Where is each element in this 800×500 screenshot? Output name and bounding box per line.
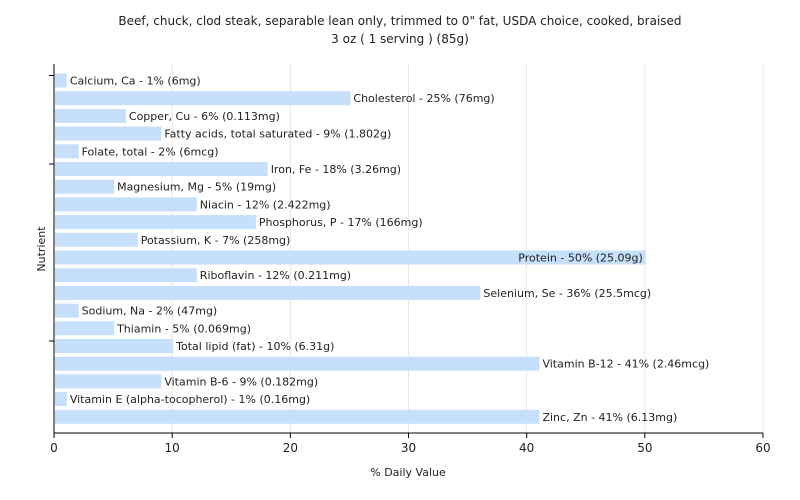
x-tick-label: 30 [401, 441, 416, 455]
x-tick-label: 50 [637, 441, 652, 455]
bar [55, 356, 540, 371]
bar-label: Fatty acids, total saturated - 9% (1.802… [164, 128, 391, 141]
bar [55, 250, 646, 265]
bar-label: Selenium, Se - 36% (25.5mcg) [483, 287, 651, 300]
bar [55, 108, 126, 123]
x-tick-labels: 0 10 20 30 40 50 60 [50, 441, 770, 455]
bar [55, 374, 162, 389]
bar [55, 321, 115, 336]
bar-label: Iron, Fe - 18% (3.26mg) [271, 163, 401, 176]
bar [55, 197, 197, 212]
bar-label: Protein - 50% (25.09g) [518, 252, 643, 265]
x-tick-label: 40 [519, 441, 534, 455]
bar-label: Phosphorus, P - 17% (166mg) [259, 216, 423, 229]
bar [55, 126, 162, 141]
bar-label: Folate, total - 2% (6mcg) [82, 145, 219, 158]
bar-label: Vitamin B-12 - 41% (2.46mcg) [542, 358, 709, 371]
chart-title: Beef, chuck, clod steak, separable lean … [118, 14, 682, 28]
bar [55, 91, 351, 106]
bar-label: Magnesium, Mg - 5% (19mg) [117, 181, 276, 194]
bar [55, 392, 67, 407]
bar-label: Vitamin B-6 - 9% (0.182mg) [164, 375, 318, 388]
x-tick-label: 60 [755, 441, 770, 455]
bar-label: Thiamin - 5% (0.069mg) [116, 322, 251, 335]
bar-label: Total lipid (fat) - 10% (6.31g) [175, 340, 334, 353]
bar-label: Potassium, K - 7% (258mg) [141, 234, 291, 247]
bar [55, 409, 540, 424]
bar [55, 73, 67, 88]
bar-label: Riboflavin - 12% (0.211mg) [200, 269, 351, 282]
x-tick-label: 20 [283, 441, 298, 455]
bar-label: Copper, Cu - 6% (0.113mg) [129, 110, 280, 123]
grid-lines [171, 64, 764, 433]
bar [55, 303, 79, 318]
bar [55, 144, 79, 159]
bar-label: Niacin - 12% (2.422mg) [200, 198, 331, 211]
x-tick-label: 0 [50, 441, 58, 455]
bar-label: Calcium, Ca - 1% (6mg) [70, 75, 201, 88]
bar [55, 339, 174, 353]
axes [49, 64, 764, 438]
chart-subtitle: 3 oz ( 1 serving ) (85g) [331, 32, 469, 46]
x-axis-label: % Daily Value [370, 466, 446, 479]
bar-label: Zinc, Zn - 41% (6.13mg) [542, 411, 677, 424]
bar [55, 162, 268, 176]
bar [55, 285, 481, 300]
y-axis-label: Nutrient [35, 226, 48, 272]
bar [55, 179, 115, 194]
bar-label: Vitamin E (alpha-tocopherol) - 1% (0.16m… [70, 393, 310, 406]
bar [55, 215, 256, 230]
bars [55, 73, 646, 424]
bar [55, 232, 138, 247]
bar-label: Cholesterol - 25% (76mg) [353, 92, 494, 105]
x-tick-label: 10 [165, 441, 180, 455]
bar-label: Sodium, Na - 2% (47mg) [82, 305, 218, 318]
bar [55, 268, 197, 283]
bar-labels: Calcium, Ca - 1% (6mg) Cholesterol - 25% … [70, 75, 710, 424]
